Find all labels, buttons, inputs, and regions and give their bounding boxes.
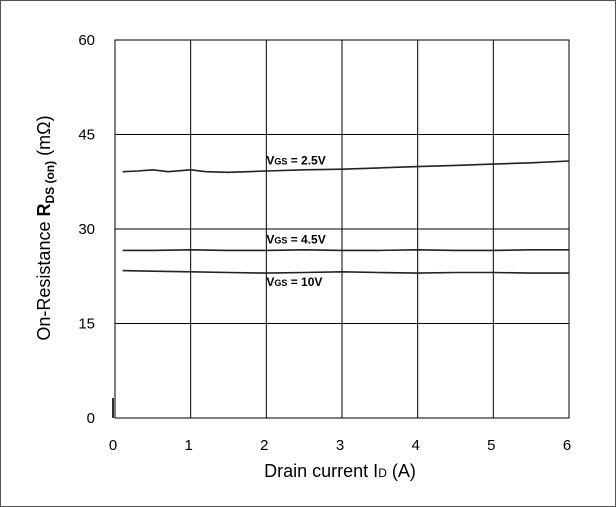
x-tick-label: 2 bbox=[260, 437, 268, 454]
x-tick-label: 6 bbox=[563, 437, 571, 454]
grid bbox=[112, 39, 570, 419]
series-labels: VGS = 2.5V VGS = 4.5V VGS = 10V bbox=[266, 154, 325, 289]
series-label: VGS = 2.5V bbox=[266, 154, 325, 168]
y-tick-label: 30 bbox=[78, 221, 95, 238]
x-tick-label: 0 bbox=[109, 437, 117, 454]
y-tick-label: 45 bbox=[78, 127, 95, 144]
series-label: VGS = 10V bbox=[266, 275, 322, 289]
y-tick-label: 60 bbox=[78, 32, 95, 49]
y-axis-title: On-Resistance RDS (on) (mΩ) bbox=[34, 115, 57, 340]
x-axis-title: Drain current ID (A) bbox=[264, 461, 416, 481]
series-line bbox=[122, 160, 570, 174]
x-tick-label: 4 bbox=[411, 437, 419, 454]
x-axis-ticks: 0 1 2 3 4 5 6 bbox=[109, 437, 571, 454]
x-tick-label: 1 bbox=[184, 437, 192, 454]
series bbox=[122, 160, 570, 274]
series-line bbox=[122, 248, 569, 252]
y-tick-label: 15 bbox=[78, 316, 95, 333]
x-tick-label: 3 bbox=[336, 437, 344, 454]
series-label: VGS = 4.5V bbox=[266, 232, 325, 246]
x-tick-label: 5 bbox=[487, 437, 495, 454]
y-tick-label: 0 bbox=[87, 410, 95, 427]
series-line bbox=[122, 269, 569, 274]
y-axis-ticks: 0 15 30 45 60 bbox=[78, 32, 95, 427]
